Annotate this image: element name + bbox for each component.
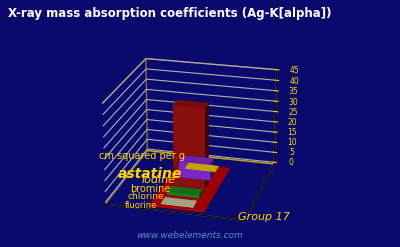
- Text: www.webelements.com: www.webelements.com: [136, 231, 244, 240]
- Text: cm squared per g: cm squared per g: [99, 151, 185, 161]
- Text: X-ray mass absorption coefficients (Ag-K[alpha]): X-ray mass absorption coefficients (Ag-K…: [8, 7, 332, 21]
- Text: Group 17: Group 17: [238, 212, 290, 222]
